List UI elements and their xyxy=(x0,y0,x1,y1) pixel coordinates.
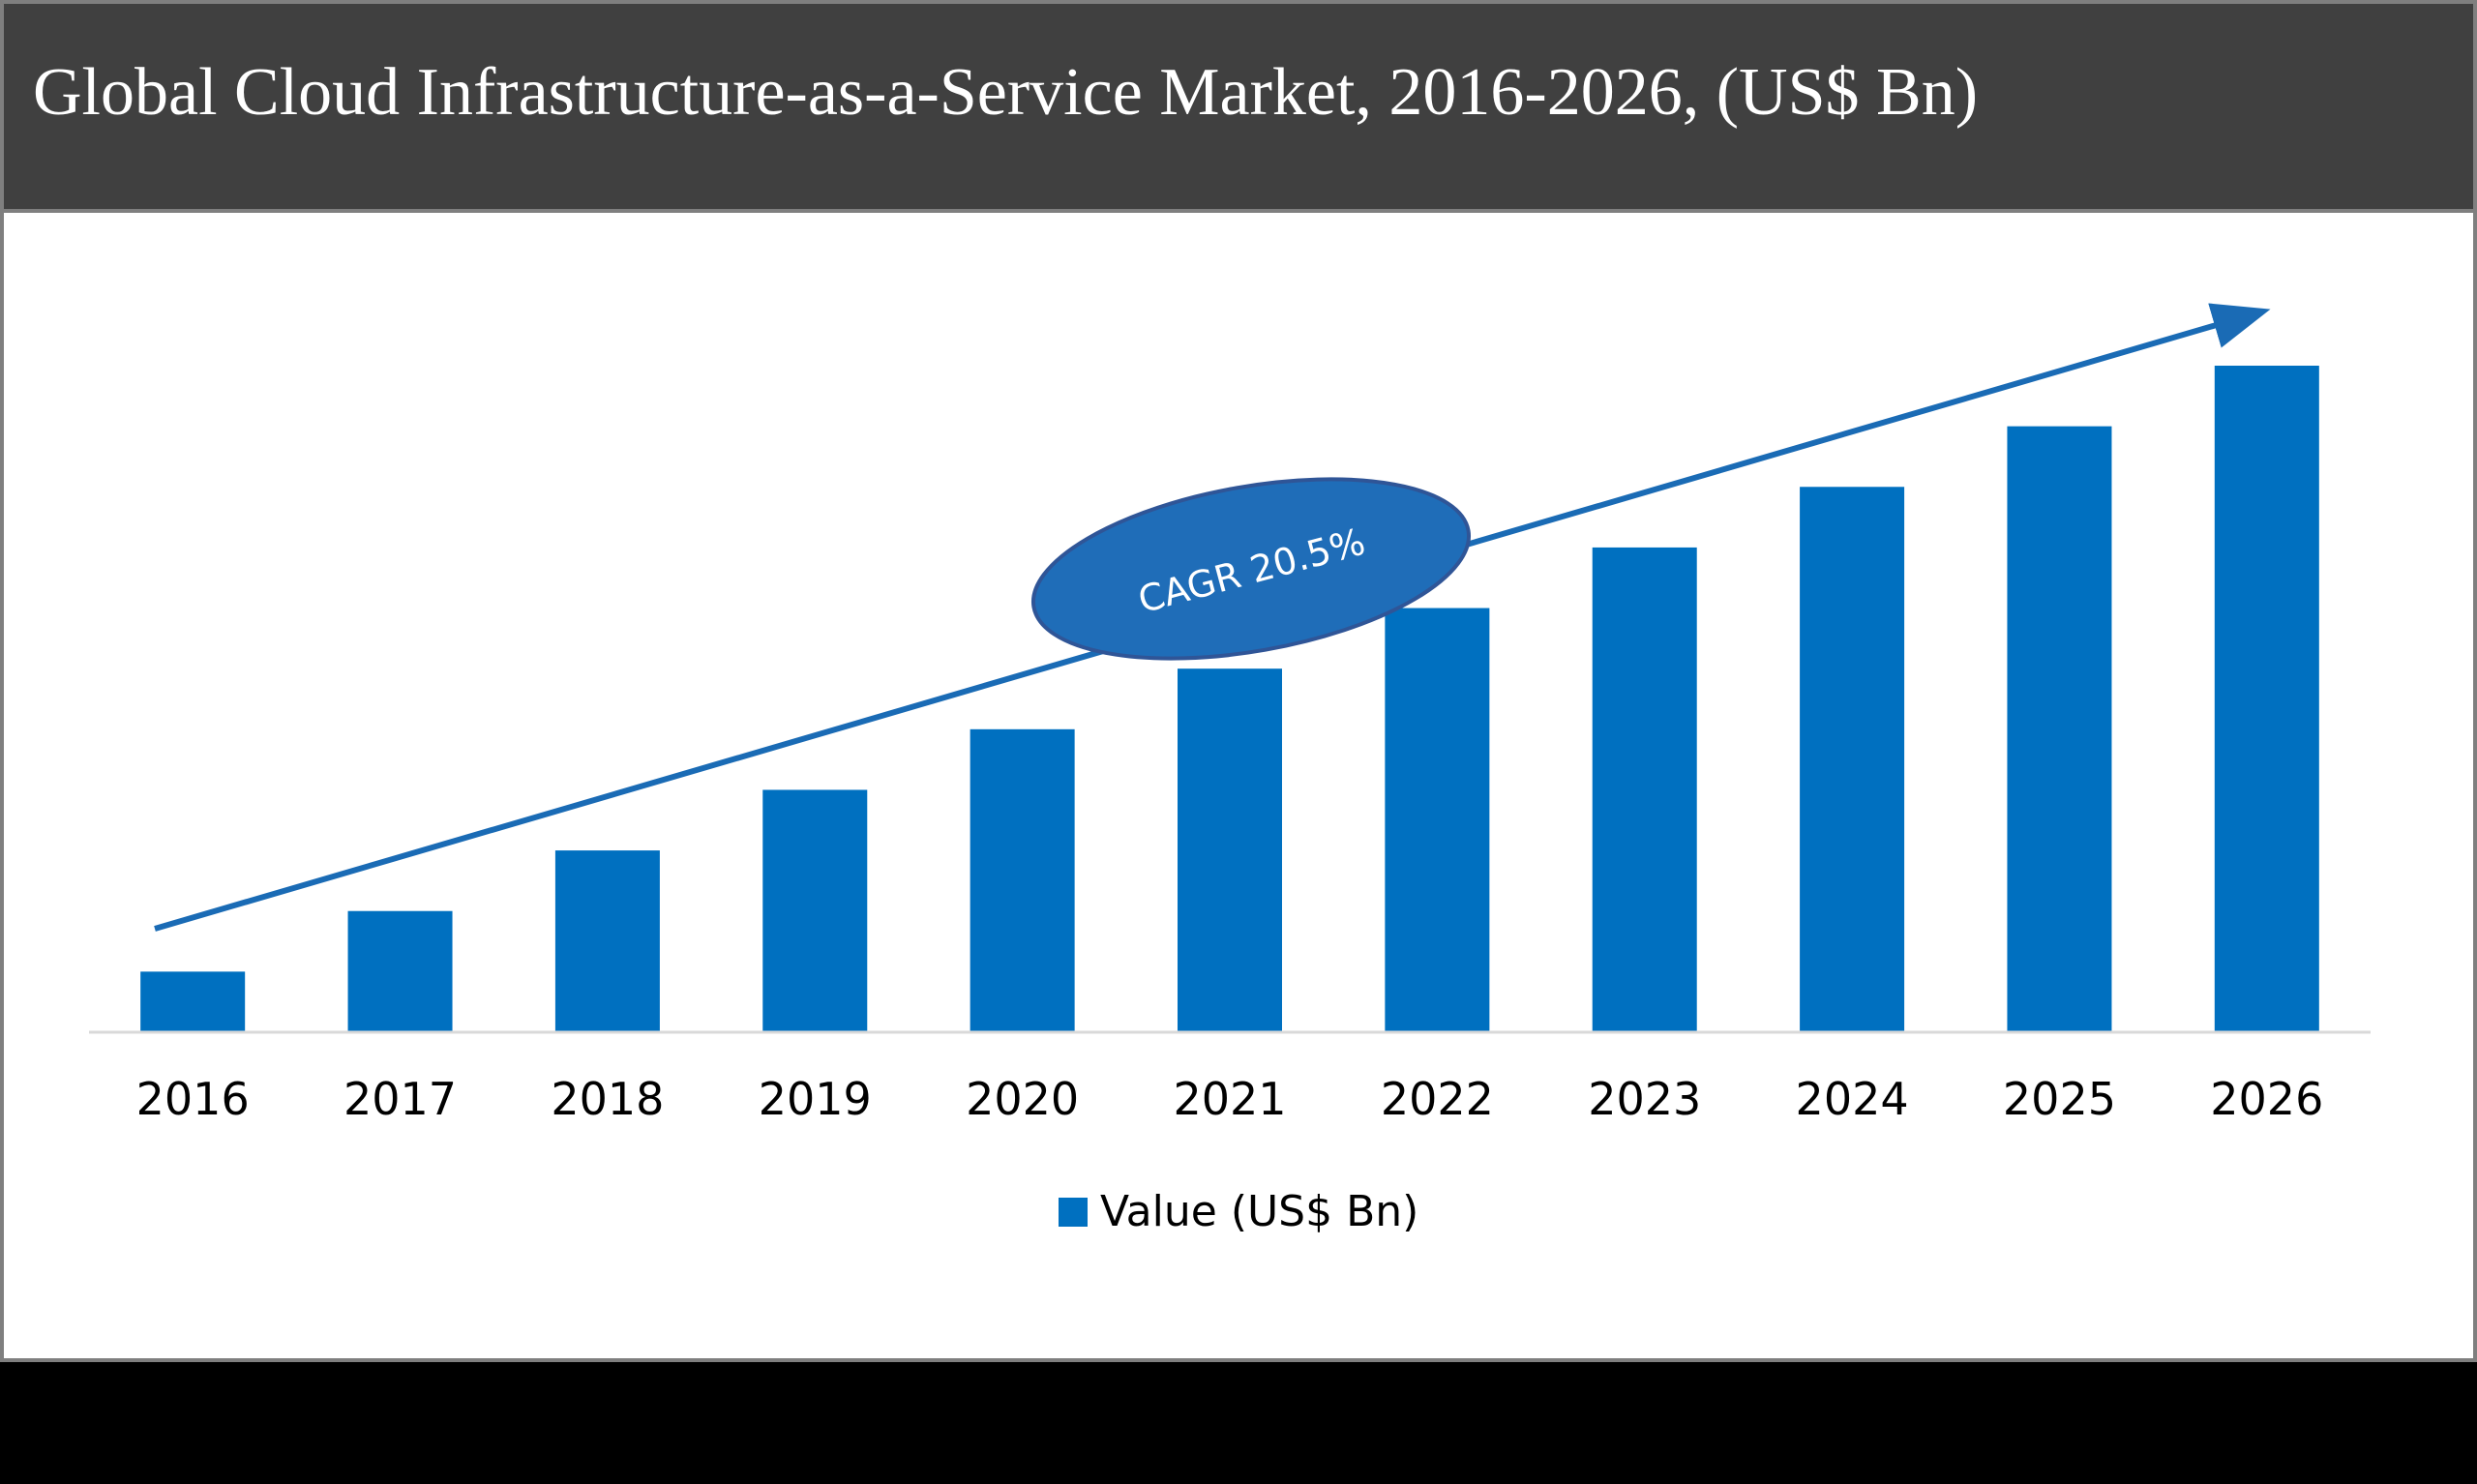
x-tick-label-2026: 2026 xyxy=(2210,1073,2323,1125)
bar-2021 xyxy=(1178,668,1282,1032)
x-tick-label-2018: 2018 xyxy=(551,1073,664,1125)
bar-chart: 2016 2017 2018 2019 2020 2021 2022 2023 2024 2025… xyxy=(89,303,2371,1236)
bar-2023 xyxy=(1592,547,1697,1032)
bar-2026 xyxy=(2214,366,2319,1032)
bar-2022 xyxy=(1385,608,1490,1032)
cagr-ellipse xyxy=(1030,477,1472,661)
bottom-black-band xyxy=(0,1362,2477,1484)
chart-title: Global Cloud Infrastructure-as-a-Service… xyxy=(33,55,1979,130)
cagr-badge: CAGR 20.5% xyxy=(1030,477,1472,661)
bar-2019 xyxy=(762,789,868,1032)
x-tick-label-2021: 2021 xyxy=(1173,1073,1286,1125)
bar-2018 xyxy=(554,850,660,1032)
bars-layer xyxy=(140,366,2319,1033)
x-tick-label-2023: 2023 xyxy=(1588,1073,1701,1125)
bar-2016 xyxy=(140,971,246,1032)
x-tick-label-2025: 2025 xyxy=(2003,1073,2116,1125)
bar-2024 xyxy=(1800,487,1905,1033)
x-tick-label-2024: 2024 xyxy=(1796,1073,1909,1125)
x-tick-label-2022: 2022 xyxy=(1381,1073,1494,1125)
bar-2020 xyxy=(970,728,1075,1032)
legend: Value (US$ Bn) xyxy=(1059,1187,1418,1236)
x-tick-label-2020: 2020 xyxy=(966,1073,1079,1125)
legend-swatch xyxy=(1059,1198,1088,1227)
legend-label: Value (US$ Bn) xyxy=(1100,1187,1418,1236)
title-bar: Global Cloud Infrastructure-as-a-Service… xyxy=(4,4,2473,213)
bar-2025 xyxy=(2007,426,2112,1032)
bar-2017 xyxy=(347,910,453,1032)
x-tick-label-2019: 2019 xyxy=(759,1073,872,1125)
x-tick-label-2016: 2016 xyxy=(136,1073,250,1125)
x-tick-labels: 2016 2017 2018 2019 2020 2021 2022 2023 2024 2025… xyxy=(136,1073,2324,1125)
x-tick-label-2017: 2017 xyxy=(343,1073,457,1125)
